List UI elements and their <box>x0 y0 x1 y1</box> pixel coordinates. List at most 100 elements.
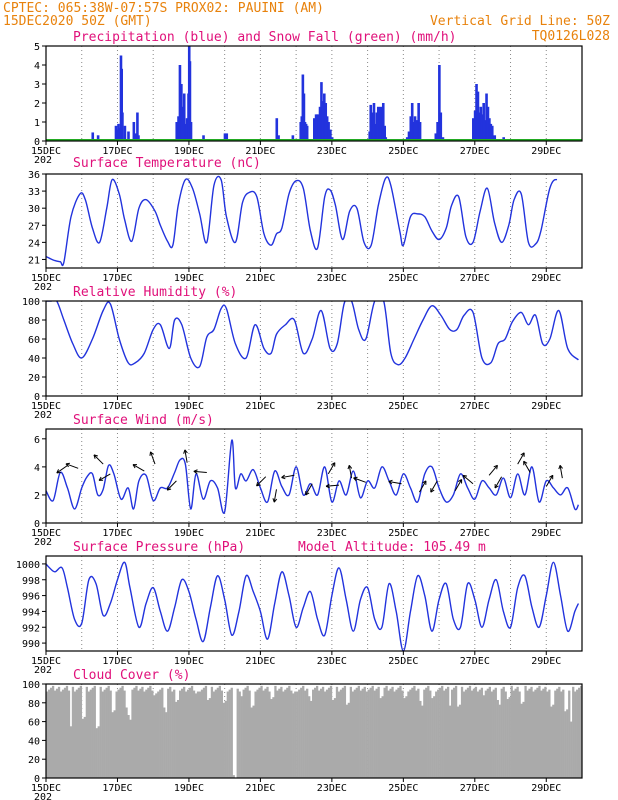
pressure-ytick-label: 990 <box>22 639 40 650</box>
cloud-cover-bar <box>129 719 132 778</box>
cloud-cover-bar <box>179 690 182 778</box>
cloud-cover-bar <box>431 698 434 778</box>
precip-year-fragment: 202 <box>34 155 52 166</box>
precip-bar <box>490 125 494 141</box>
temperature-ytick-label: 21 <box>28 255 40 266</box>
cloud-cover-bar <box>246 685 249 778</box>
cloud-cover-bar <box>464 689 468 778</box>
wind-xtick-label: 25DEC <box>388 528 418 539</box>
cloud-cover-bar <box>286 687 289 778</box>
cloud-cover-bar <box>159 689 162 778</box>
cloud-cover-bar <box>554 690 557 778</box>
cloud-cover-bar <box>460 686 464 778</box>
cloud-cover-bar <box>222 702 225 778</box>
cloud-cover-bar <box>180 688 184 778</box>
temperature-year-fragment: 202 <box>34 282 52 293</box>
cloud-cover-bar <box>383 687 386 778</box>
wind-vector-arrow <box>517 452 525 465</box>
cloud-cover-bar <box>373 690 376 778</box>
temperature-frame <box>45 173 583 269</box>
pressure-ytick-label: 1000 <box>16 560 40 571</box>
cloud-cover-bar <box>81 718 85 778</box>
temperature-xtick-label: 25DEC <box>388 273 418 284</box>
cloud-cover-bar <box>448 705 452 778</box>
cloud-cover-bar <box>184 691 188 778</box>
precip-bar <box>489 123 493 141</box>
humidity-ytick-label: 20 <box>28 373 40 384</box>
cloud-cover-bar <box>224 700 227 778</box>
precip-bar <box>436 122 439 141</box>
cloud-cover-bar <box>349 686 353 778</box>
cloud-cover-bar <box>194 693 198 778</box>
pressure-panel: 990 992 994 996 998 1000 15DEC 17DEC 19DEC 21DEC 2… <box>16 555 583 676</box>
cloud-cover-bar <box>220 690 223 778</box>
cloud-cover-bar <box>415 690 418 778</box>
precip-bar <box>313 118 316 141</box>
wind-vector-arrow <box>93 454 104 465</box>
cloud-cover-bar <box>343 685 347 778</box>
wind-vector-arrow <box>327 462 336 475</box>
cloud-cover-bar <box>540 690 543 778</box>
wind-vector-arrow <box>488 464 498 476</box>
cloud-cover-bar <box>435 691 438 778</box>
precip-bar <box>115 129 119 141</box>
cloud-cover-bar <box>379 698 382 778</box>
cloud-cover-bar <box>312 689 315 778</box>
wind-vector-arrow <box>65 462 79 469</box>
cloud-cover-bar <box>516 686 519 778</box>
precip-bar <box>439 112 443 141</box>
wind-vector-arrow <box>347 464 353 479</box>
cloud-cover-bar <box>288 685 291 778</box>
cloud-cover-bar <box>319 688 323 778</box>
cloud-cover-bar <box>345 704 349 778</box>
cloud-cover-bar <box>317 690 321 778</box>
precip-bar <box>134 133 137 141</box>
humidity-frame <box>45 300 583 397</box>
wind-vector-arrow <box>558 464 563 479</box>
header-run-date: 15DEC2020 50Z (GMT) <box>3 14 152 29</box>
cloud-cover-bar <box>67 690 71 778</box>
cloud-cover-bar <box>302 685 305 778</box>
cloud-cover-bar <box>200 689 204 778</box>
cloud-cover-bar <box>385 685 388 778</box>
precip-bar <box>486 106 490 141</box>
precip-xtick-label: 29DEC <box>531 146 561 157</box>
cloud-cover-bar <box>351 691 355 778</box>
precip-bar <box>374 123 377 141</box>
precip-title: Precipitation (blue) and Snow Fall (gree… <box>73 30 457 45</box>
cloud-cover-bar <box>530 686 533 778</box>
cloud-cover-bar <box>284 689 287 778</box>
precip-xtick-label: 23DEC <box>317 146 347 157</box>
temperature-xtick-label: 27DEC <box>460 273 490 284</box>
temperature-ytick-label: 33 <box>28 187 40 198</box>
cloud-cover-bar <box>133 687 136 778</box>
wind-vector-arrow <box>430 480 438 493</box>
cloud-cover-bar <box>274 685 277 778</box>
cloud-cover-bar <box>520 703 523 778</box>
cloud-cover-bar <box>298 689 301 778</box>
precip-bar <box>302 93 306 141</box>
cloud-cover-bar <box>188 687 192 778</box>
cloud-cover-bar <box>115 691 118 778</box>
precip-bar <box>120 68 123 141</box>
cloud-cover-bar <box>314 687 317 778</box>
cloud-cover-ytick-label: 0 <box>34 774 40 785</box>
wind-vector-arrow <box>462 474 474 485</box>
cloud-cover-bar <box>212 691 216 778</box>
cloud-cover-bar <box>151 690 154 778</box>
cloud-cover-bar <box>216 687 220 778</box>
cloud-cover-bar <box>127 715 130 778</box>
humidity-xtick-label: 27DEC <box>460 401 490 412</box>
wind-xtick-label: 27DEC <box>460 528 490 539</box>
wind-vector-arrow <box>132 464 145 472</box>
wind-vector-arrow <box>545 474 554 487</box>
precip-bar <box>413 116 417 141</box>
humidity-series-line <box>46 301 579 369</box>
cloud-cover-bar <box>389 688 392 778</box>
cloud-cover-bar <box>147 687 150 778</box>
cloud-cover-bar <box>482 695 486 778</box>
cloud-cover-bar <box>456 706 460 778</box>
precip-bar <box>317 114 320 141</box>
cloud-cover-bar <box>425 687 428 778</box>
model-altitude: Model Altitude: 105.49 m <box>298 540 486 555</box>
